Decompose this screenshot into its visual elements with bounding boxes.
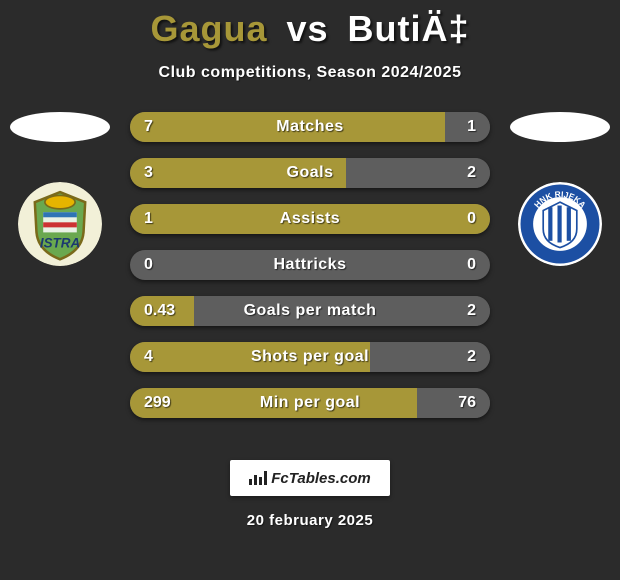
stat-label: Hattricks (130, 250, 490, 280)
stat-value-right: 1 (453, 112, 490, 142)
stat-value-left: 7 (130, 112, 167, 142)
shadow-right (510, 112, 610, 142)
stat-row: Assists1 0 (130, 204, 490, 234)
stat-row: Min per goal29976 (130, 388, 490, 418)
stat-value-left: 3 (130, 158, 167, 188)
stat-row: Shots per goal4 2 (130, 342, 490, 372)
vs-text: vs (286, 8, 328, 49)
player1-name: Gagua (150, 8, 267, 49)
brand-text: FcTables.com (271, 470, 370, 487)
team-crest-right: HNK RIJEKA (518, 182, 602, 266)
comparison-title: Gagua vs ButiÄ‡ (0, 0, 620, 50)
stat-row: Goals3 2 (130, 158, 490, 188)
stat-value-right: 2 (453, 158, 490, 188)
stat-value-left: 0 (130, 250, 167, 280)
stat-value-right: 0 (453, 250, 490, 280)
stat-value-right: 2 (453, 296, 490, 326)
stat-value-right: 2 (453, 342, 490, 372)
stat-row: Matches7 1 (130, 112, 490, 142)
subtitle: Club competitions, Season 2024/2025 (0, 64, 620, 82)
stat-row: Goals per match0.432 (130, 296, 490, 326)
stat-bars: Matches71Goals32Assists10Hattricks00Goal… (130, 112, 490, 434)
brand-badge: FcTables.com (230, 460, 390, 496)
stat-value-right: 0 (453, 204, 490, 234)
crest-right-svg: HNK RIJEKA (518, 182, 602, 266)
stat-label: Goals (130, 158, 490, 188)
team-crest-left: ISTRA (18, 182, 102, 266)
stat-label: Assists (130, 204, 490, 234)
stat-row: Hattricks0 0 (130, 250, 490, 280)
svg-text:ISTRA: ISTRA (40, 236, 80, 251)
stat-value-left: 299 (130, 388, 185, 418)
stat-value-left: 1 (130, 204, 167, 234)
chart-icon (249, 471, 267, 485)
comparison-main: ISTRA HNK RIJEKA Matches7 1 Goals3 2 Assists… (0, 112, 620, 442)
stat-label: Matches (130, 112, 490, 142)
player2-name: ButiÄ‡ (348, 8, 470, 49)
stat-value-left: 0.43 (130, 296, 189, 326)
shadow-left (10, 112, 110, 142)
stat-value-left: 4 (130, 342, 167, 372)
stat-value-right: 76 (444, 388, 490, 418)
crest-left-svg: ISTRA (18, 182, 102, 266)
date-text: 20 february 2025 (0, 512, 620, 529)
stat-label: Shots per goal (130, 342, 490, 372)
